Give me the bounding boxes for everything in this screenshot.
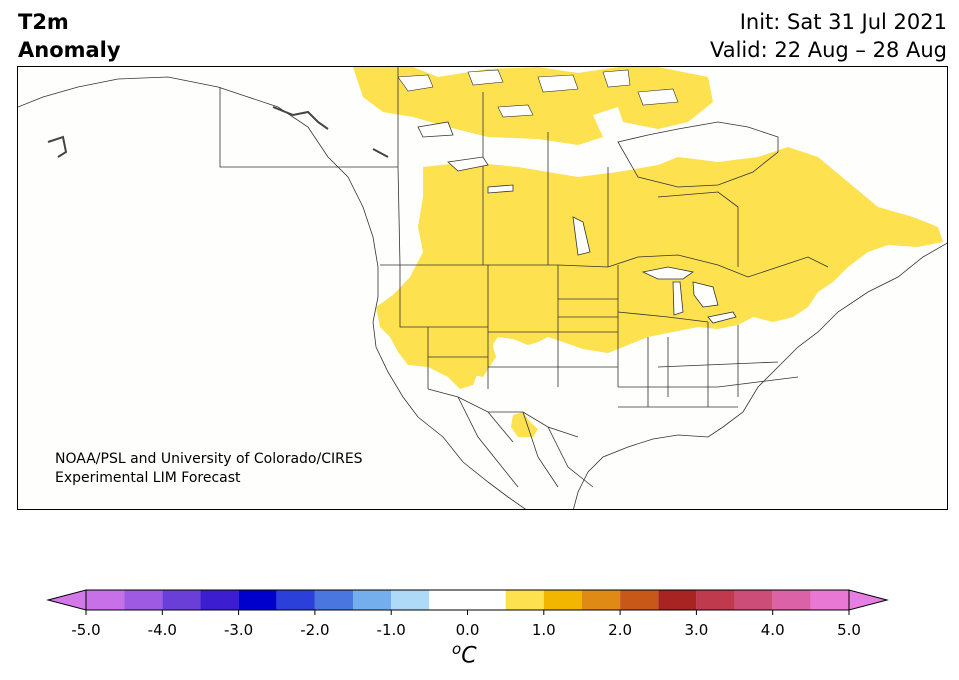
colorbar-tick-label: -2.0	[300, 621, 329, 639]
river-mackenzie	[372, 148, 389, 158]
hudson-bay	[617, 121, 779, 188]
colorbar-tick-label: -3.0	[224, 621, 253, 639]
river-yukon	[272, 106, 329, 130]
lake-athabasca	[487, 184, 514, 194]
colorbar-bin	[391, 590, 430, 610]
great-slave-lake	[447, 156, 489, 172]
lake-michigan	[672, 281, 684, 316]
colorbar-tick-label: 0.0	[456, 621, 480, 639]
colorbar-bin	[162, 590, 201, 610]
colorbar-bin	[200, 590, 239, 610]
colorbar-bin	[86, 590, 125, 610]
colorbar-bin	[810, 590, 849, 610]
colorbar-under-arrow	[46, 589, 87, 611]
colorbar-tick-label: 2.0	[608, 621, 632, 639]
colorbar-bin	[696, 590, 735, 610]
valid-date-label: Valid: 22 Aug – 28 Aug	[709, 38, 947, 62]
title-line-anomaly: Anomaly	[18, 38, 121, 62]
us-state-grid	[399, 265, 799, 408]
great-bear-lake	[417, 121, 454, 138]
us-canada-border	[380, 254, 829, 278]
colorbar-bin	[429, 590, 506, 610]
anomaly-region-central-east	[376, 147, 943, 389]
colorbar-tick-label: 5.0	[837, 621, 861, 639]
colorbar-bin	[581, 590, 621, 610]
pacific-coastline	[18, 76, 526, 509]
colorbar-tick-label: 4.0	[761, 621, 785, 639]
atlantic-gulf-coastline	[573, 242, 947, 509]
us-mexico-border	[427, 388, 579, 438]
credit-line-2: Experimental LIM Forecast	[55, 470, 241, 486]
colorbar-ticks: -5.0 -4.0 -3.0 -2.0 -1.0 0.0 1.0 2.0 3.0 4.0 5.0	[71, 610, 861, 639]
credit-text: NOAA/PSL and University of Colorado/CIRE…	[55, 450, 363, 488]
colorbar-bin	[505, 590, 544, 610]
colorbar-bin	[276, 590, 315, 610]
quebec-line	[657, 191, 739, 267]
island-3	[537, 74, 579, 93]
colorbar-bin	[620, 590, 659, 610]
colorbar-bin	[734, 590, 773, 610]
colorbar-tick-label: 3.0	[684, 621, 708, 639]
colorbar-tick-label: -5.0	[71, 621, 100, 639]
colorbar-bin	[658, 590, 697, 610]
lake-erie	[707, 311, 737, 324]
colorbar-tick-label: -1.0	[377, 621, 406, 639]
colorbar: -5.0 -4.0 -3.0 -2.0 -1.0 0.0 1.0 2.0 3.0 4.0 5.0	[46, 589, 889, 639]
title-line-variable: T2m	[18, 10, 69, 34]
anomaly-region-mexico	[511, 412, 538, 437]
arctic-islands	[397, 69, 679, 118]
credit-line-1: NOAA/PSL and University of Colorado/CIRE…	[55, 451, 363, 467]
lake-huron	[692, 281, 719, 308]
lakes	[417, 121, 737, 324]
territory-line	[219, 87, 398, 168]
map-canvas	[18, 67, 947, 509]
island-5	[637, 88, 679, 106]
mexico-states	[457, 396, 594, 488]
colorbar-tick-label: 1.0	[532, 621, 556, 639]
colorbar-bin	[772, 590, 811, 610]
colorbar-unit-label: oC	[452, 640, 477, 668]
colorbar-tick-label: -4.0	[148, 621, 177, 639]
island-6	[497, 104, 534, 118]
init-date-label: Init: Sat 31 Jul 2021	[739, 10, 947, 34]
lake-winnipeg	[572, 216, 591, 256]
boundaries	[18, 67, 947, 509]
river-alaska	[47, 135, 68, 158]
island-1	[397, 74, 434, 92]
rivers	[47, 106, 389, 158]
colorbar-bin	[353, 590, 392, 610]
colorbar-bins	[86, 590, 849, 610]
colorbar-bin	[124, 590, 163, 610]
forecast-dates: Init: Sat 31 Jul 2021 Valid: 22 Aug – 28…	[710, 8, 947, 64]
lake-superior	[641, 266, 694, 280]
anomaly-region-sw-bulge	[403, 317, 496, 377]
anomaly-map	[17, 66, 948, 510]
unit-letter: C	[461, 643, 477, 669]
colorbar-bin	[238, 590, 277, 610]
island-4	[602, 69, 631, 88]
map-title: T2m Anomaly	[18, 8, 121, 64]
colorbar-bin	[543, 590, 582, 610]
island-2	[467, 69, 504, 86]
degree-symbol: o	[452, 640, 462, 658]
colorbar-bin	[314, 590, 354, 610]
colorbar-over-arrow	[848, 589, 889, 611]
